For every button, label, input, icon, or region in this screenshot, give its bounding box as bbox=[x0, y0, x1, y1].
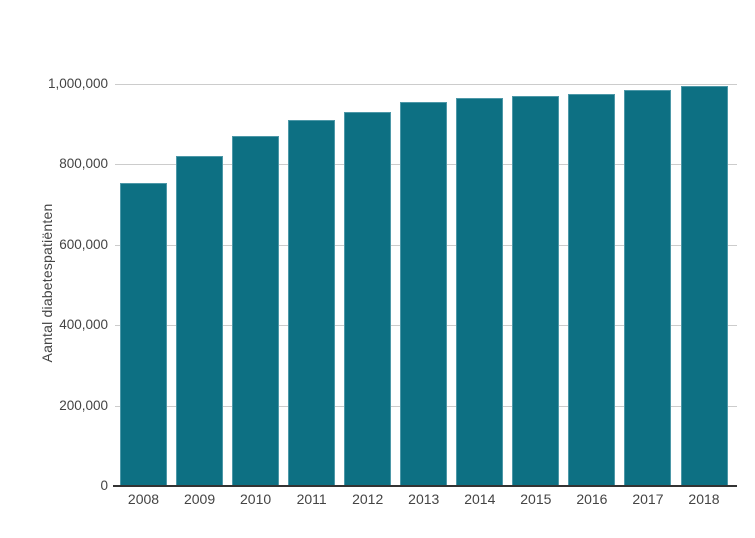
gridline-1000000 bbox=[115, 84, 737, 85]
bar-2017 bbox=[624, 90, 672, 486]
y-tick-label-1000000: 1,000,000 bbox=[47, 76, 108, 91]
x-tick-label-2013: 2013 bbox=[408, 491, 440, 507]
bar-2016 bbox=[568, 94, 616, 486]
bar-2009 bbox=[176, 156, 224, 486]
y-tick-label-600000: 600,000 bbox=[59, 236, 108, 252]
x-axis-line bbox=[113, 485, 737, 487]
bar-2014 bbox=[456, 98, 504, 486]
bar-2012 bbox=[344, 112, 392, 486]
y-tick-label-400000: 400,000 bbox=[59, 317, 108, 333]
bar-2013 bbox=[400, 102, 448, 486]
bar-2008 bbox=[120, 182, 167, 486]
y-tick-label-0: 0 bbox=[100, 478, 108, 493]
x-tick-label-2011: 2011 bbox=[296, 491, 327, 507]
x-tick-label-2017: 2017 bbox=[632, 491, 664, 507]
x-tick-label-2008: 2008 bbox=[127, 491, 160, 507]
y-tick-label-800000: 800,000 bbox=[59, 156, 108, 172]
bar-2018 bbox=[680, 86, 728, 486]
bar-2015 bbox=[512, 96, 560, 486]
y-axis-title: Aantal diabetespatiënten bbox=[39, 203, 55, 363]
x-tick-label-2014: 2014 bbox=[464, 491, 496, 507]
x-tick-label-2010: 2010 bbox=[240, 491, 272, 507]
x-tick-label-2012: 2012 bbox=[352, 491, 384, 507]
x-tick-label-2015: 2015 bbox=[520, 491, 552, 507]
y-tick-label-200000: 200,000 bbox=[59, 397, 108, 413]
x-tick-label-2009: 2009 bbox=[183, 491, 216, 507]
bar-2011 bbox=[288, 120, 336, 486]
x-tick-label-2016: 2016 bbox=[576, 491, 608, 507]
bar-2010 bbox=[232, 136, 280, 486]
x-tick-label-2018: 2018 bbox=[688, 491, 720, 507]
plot-area bbox=[115, 84, 737, 486]
